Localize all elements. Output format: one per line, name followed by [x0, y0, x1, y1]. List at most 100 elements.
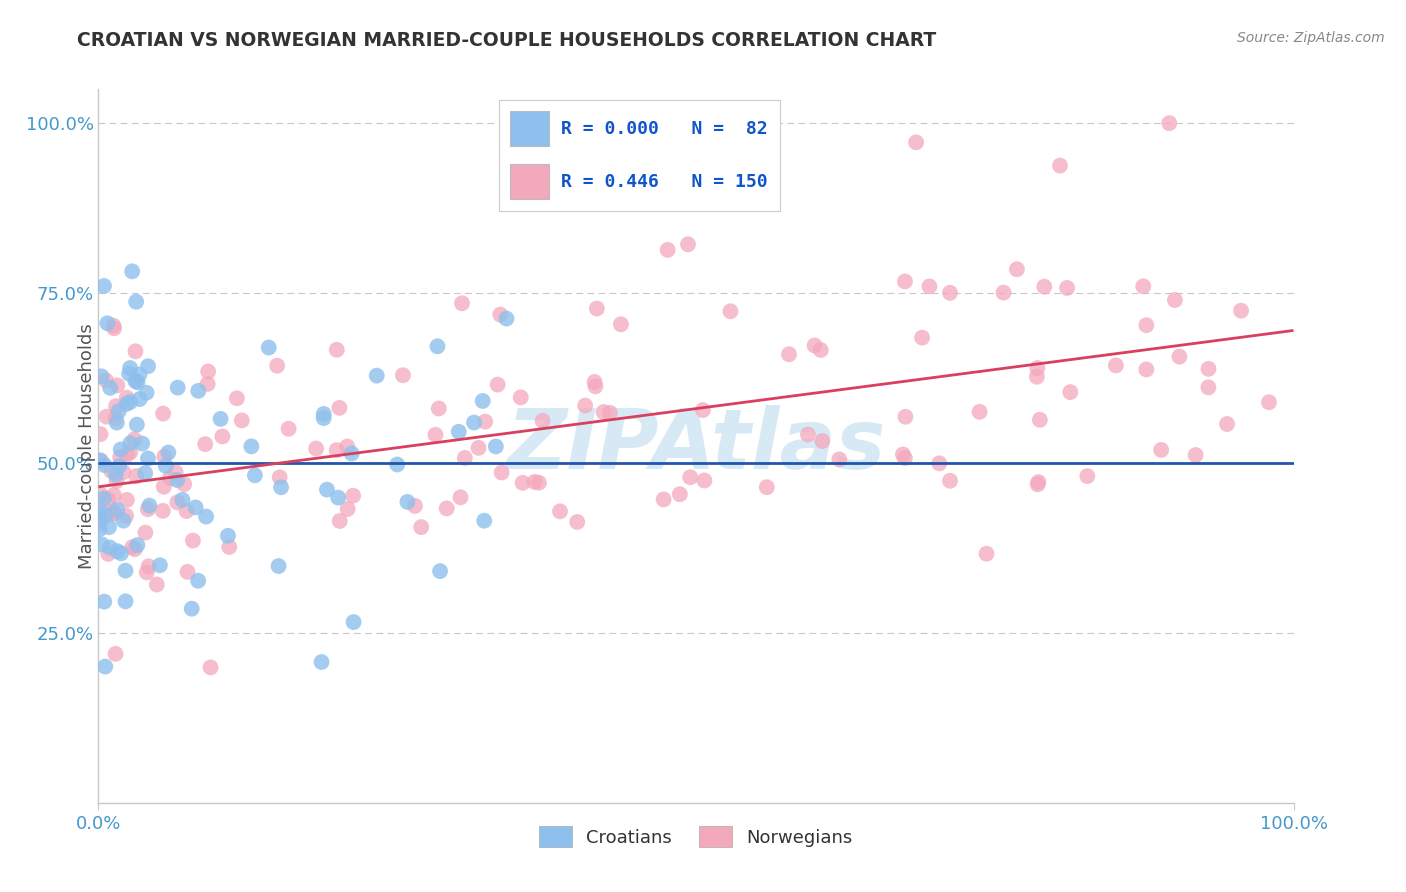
Point	[720, 304, 742, 318]
Point	[172, 492, 194, 507]
Point	[152, 504, 174, 518]
Point	[124, 542, 146, 557]
Point	[1029, 413, 1052, 427]
Point	[387, 458, 409, 472]
Point	[103, 488, 125, 502]
Point	[104, 411, 127, 425]
Point	[811, 434, 834, 448]
Point	[187, 574, 209, 588]
Point	[103, 504, 125, 518]
Point	[120, 445, 142, 459]
Point	[128, 368, 150, 382]
Point	[599, 406, 621, 420]
Point	[467, 441, 489, 455]
Point	[657, 243, 679, 257]
Point	[157, 445, 180, 459]
Point	[166, 495, 188, 509]
Point	[471, 394, 494, 409]
Point	[131, 436, 153, 450]
Point	[197, 376, 219, 391]
Point	[90, 453, 112, 467]
Point	[103, 506, 125, 520]
Point	[225, 391, 247, 405]
Point	[125, 374, 148, 388]
Point	[124, 433, 146, 447]
Point	[652, 492, 675, 507]
Point	[89, 506, 111, 520]
Point	[136, 359, 159, 374]
Point	[939, 474, 962, 488]
Point	[120, 436, 142, 450]
Point	[136, 451, 159, 466]
Point	[1059, 385, 1081, 400]
Point	[1025, 369, 1047, 384]
Point	[312, 411, 335, 425]
Point	[89, 511, 111, 525]
Point	[803, 338, 825, 352]
Point	[270, 480, 292, 494]
Point	[392, 368, 415, 383]
Point	[176, 565, 198, 579]
Point	[138, 559, 160, 574]
Point	[1056, 281, 1078, 295]
Point	[436, 501, 458, 516]
Point	[173, 477, 195, 491]
Point	[679, 470, 702, 484]
Point	[94, 659, 117, 673]
Point	[115, 448, 138, 462]
Point	[105, 378, 128, 392]
Point	[115, 508, 138, 523]
Point	[1033, 279, 1056, 293]
Point	[114, 564, 136, 578]
Point	[121, 264, 143, 278]
Point	[450, 491, 472, 505]
Point	[527, 475, 550, 490]
Point	[311, 655, 333, 669]
Point	[447, 425, 470, 439]
Point	[1026, 477, 1049, 491]
Point	[127, 376, 149, 390]
Point	[97, 547, 120, 561]
Point	[1164, 293, 1187, 307]
Point	[531, 414, 554, 428]
Point	[328, 491, 350, 505]
Point	[1005, 262, 1028, 277]
Point	[1135, 318, 1157, 333]
Legend: Croatians, Norwegians: Croatians, Norwegians	[533, 819, 859, 855]
Point	[692, 403, 714, 417]
Point	[98, 381, 121, 395]
Point	[267, 559, 290, 574]
Point	[396, 495, 419, 509]
Point	[491, 466, 513, 480]
Point	[104, 647, 127, 661]
Point	[166, 473, 188, 487]
Point	[905, 136, 928, 150]
Point	[329, 514, 352, 528]
Point	[104, 467, 127, 482]
Point	[89, 427, 111, 442]
Point	[176, 504, 198, 518]
Point	[97, 492, 120, 507]
Point	[187, 384, 209, 398]
Point	[1150, 442, 1173, 457]
Point	[134, 466, 156, 480]
Point	[209, 412, 232, 426]
Point	[583, 375, 606, 389]
Point	[121, 540, 143, 554]
Point	[489, 308, 512, 322]
Point	[110, 442, 132, 457]
Point	[93, 279, 115, 293]
Point	[1184, 448, 1206, 462]
Point	[107, 404, 129, 418]
Point	[103, 321, 125, 335]
Point	[89, 522, 111, 536]
Point	[195, 509, 218, 524]
Point	[425, 427, 447, 442]
Point	[90, 369, 112, 384]
Point	[153, 450, 176, 464]
Point	[1105, 359, 1128, 373]
Point	[94, 373, 117, 387]
Point	[90, 487, 112, 501]
Point	[124, 374, 146, 388]
Point	[693, 474, 716, 488]
